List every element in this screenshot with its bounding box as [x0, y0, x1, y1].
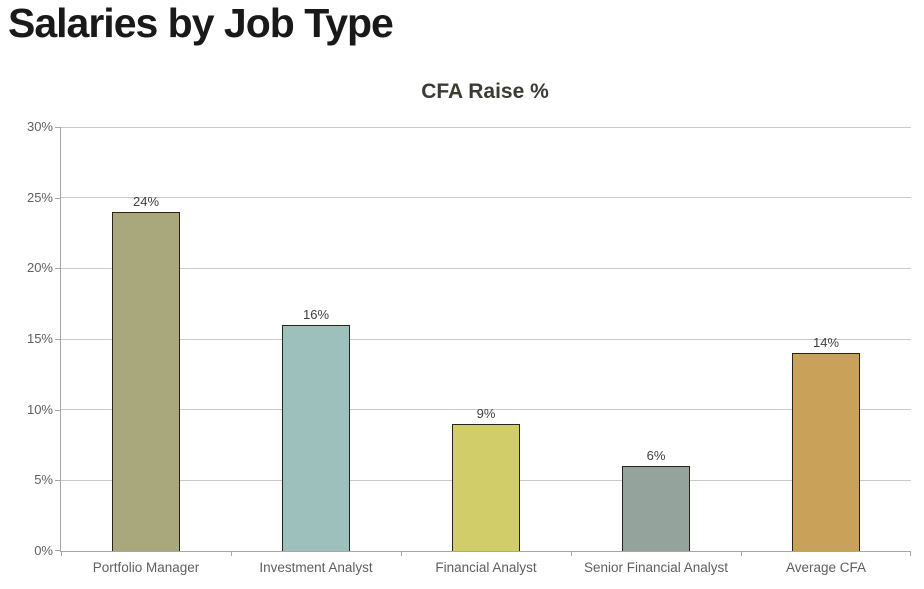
page-title: Salaries by Job Type — [8, 0, 394, 46]
x-axis-tick — [571, 551, 572, 556]
y-axis-tick — [55, 197, 61, 199]
y-axis-tick-label: 15% — [26, 331, 53, 346]
gridline — [61, 267, 911, 269]
gridline — [61, 409, 911, 411]
bar-data-label: 24% — [132, 193, 160, 209]
y-axis-tick-label: 10% — [26, 401, 53, 417]
x-axis-category-label: Senior Financial Analyst — [583, 560, 729, 575]
x-axis-tick — [910, 551, 911, 556]
bar-data-label: 6% — [646, 448, 666, 464]
y-axis-tick-label: 30% — [26, 119, 53, 134]
gridline — [61, 126, 911, 128]
x-axis-tick — [401, 551, 402, 556]
x-axis-category-label: Financial Analyst — [435, 560, 537, 575]
chart-title: CFA Raise % — [421, 80, 549, 103]
x-axis-category-label: Average CFA — [785, 560, 867, 575]
bar — [792, 353, 860, 551]
x-axis-tick — [61, 551, 62, 556]
y-axis-tick — [55, 409, 61, 411]
y-axis-tick — [55, 339, 61, 340]
x-axis-category-label: Investment Analyst — [259, 560, 373, 575]
y-axis-tick — [55, 268, 61, 270]
plot-area: 0% 5% 10% 15% 20% 25% 30% 24% Portfolio Manager 1… — [27, 119, 911, 575]
y-axis-tick — [55, 127, 61, 128]
y-axis-tick-label: 5% — [34, 472, 53, 488]
bar — [112, 211, 180, 551]
bar — [622, 466, 690, 551]
y-axis-tick — [55, 550, 61, 551]
bar — [452, 423, 520, 551]
bar — [282, 324, 350, 551]
x-axis-tick — [231, 551, 232, 556]
gridline — [61, 338, 911, 340]
gridline — [61, 197, 911, 199]
x-axis-category-label: Portfolio Manager — [92, 560, 200, 575]
y-axis-tick-label: 20% — [26, 260, 53, 276]
y-axis-tick-label: 0% — [34, 543, 53, 558]
bar-data-label: 9% — [476, 405, 496, 421]
y-axis-tick — [55, 480, 61, 482]
bar-data-label: 14% — [812, 335, 840, 351]
x-axis-tick — [741, 551, 742, 556]
bar-data-label: 16% — [302, 306, 330, 322]
y-axis-tick-label: 25% — [26, 189, 53, 205]
